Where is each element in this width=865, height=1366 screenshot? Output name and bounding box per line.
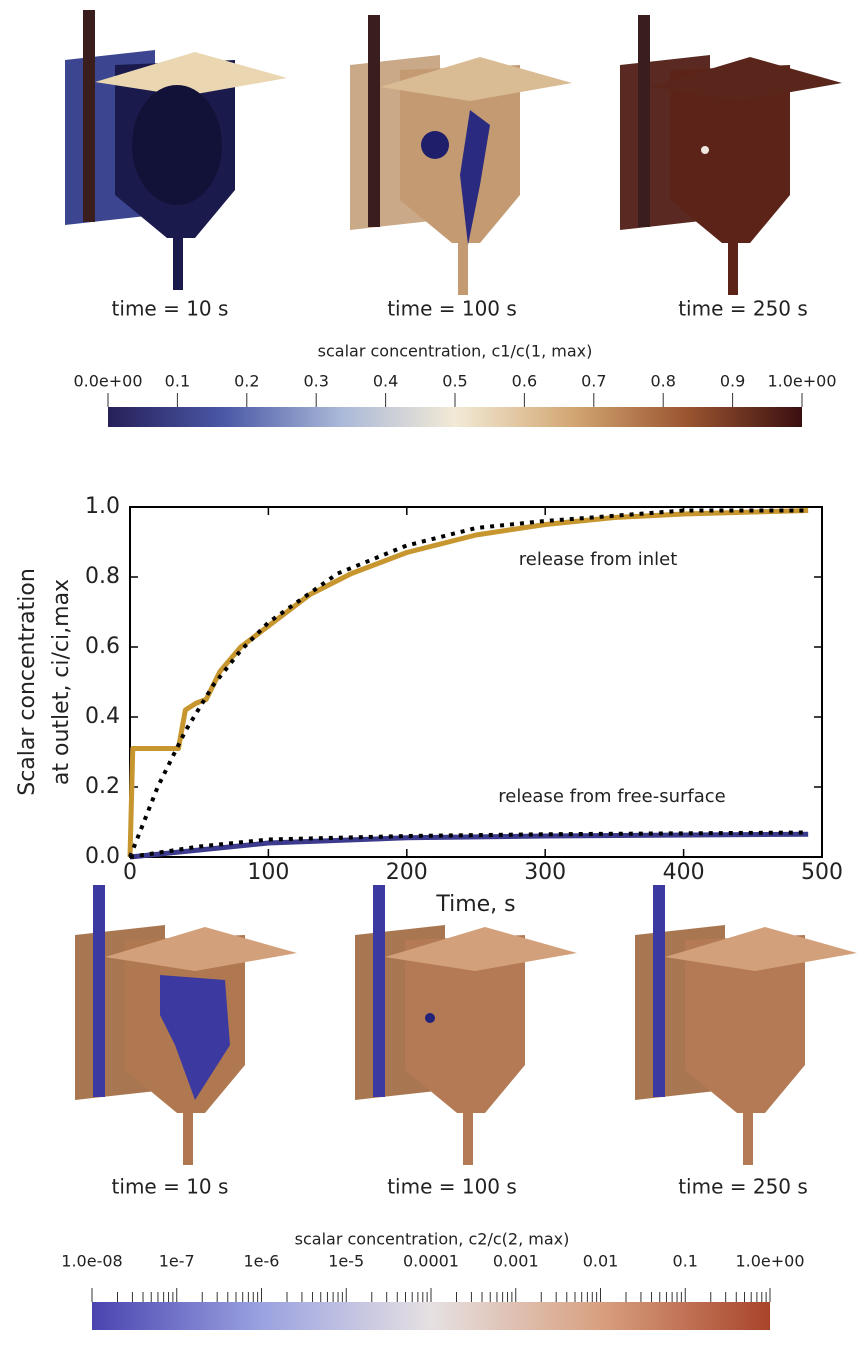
y-tick-label: 0.2 [85, 774, 120, 799]
annotation: release from free-surface [498, 786, 725, 807]
y-tick-label: 0.4 [85, 704, 120, 729]
time-label: time = 100 s [387, 1175, 517, 1199]
colorbar-tick-label: 1e-6 [244, 1252, 280, 1271]
colorbar-tick-label: 0.001 [493, 1252, 539, 1271]
annotation: release from inlet [519, 549, 678, 570]
x-tick-label: 200 [386, 860, 428, 885]
render-c1-10s [65, 10, 287, 290]
fit-line [129, 830, 809, 859]
plot-frame [129, 506, 823, 858]
x-tick-label: 0 [123, 860, 137, 885]
x-tick-label: 100 [247, 860, 289, 885]
data-line [127, 508, 809, 858]
colorbar-tick-label: 0.2 [234, 372, 259, 391]
y-tick-label: 0.6 [85, 634, 120, 659]
colorbar-tick-label: 0.5 [442, 372, 467, 391]
colorbar-tick-label: 1.0e-08 [61, 1252, 122, 1271]
data-line [129, 831, 809, 860]
colorbar-tick-label: 0.0e+00 [73, 372, 142, 391]
colorbar [108, 407, 802, 427]
colorbar-tick-label: 0.0001 [403, 1252, 459, 1271]
colorbar-tick-label: 0.8 [650, 372, 675, 391]
time-label: time = 10 s [112, 1175, 229, 1199]
render-c2-100s [355, 885, 577, 1165]
y-axis-label: Scalar concentration [15, 568, 40, 796]
x-tick-label: 500 [801, 860, 843, 885]
render-c1-250s [620, 15, 842, 295]
time-label: time = 10 s [112, 297, 229, 321]
colorbar-tick-label: 0.1 [673, 1252, 698, 1271]
y-tick-label: 0.0 [85, 844, 120, 869]
time-label: time = 250 s [678, 1175, 808, 1199]
colorbar-tick-label: 0.9 [720, 372, 745, 391]
time-label: time = 250 s [678, 297, 808, 321]
colorbar-tick-label: 1.0e+00 [735, 1252, 804, 1271]
render-c1-100s [350, 15, 572, 295]
colorbar-tick-label: 0.01 [583, 1252, 619, 1271]
y-tick-label: 1.0 [85, 494, 120, 519]
render-c2-10s [75, 885, 297, 1165]
colorbar-title: scalar concentration, c1/c(1, max) [318, 342, 593, 361]
colorbar-tick-label: 1.0e+00 [767, 372, 836, 391]
colorbar-tick-label: 1e-5 [328, 1252, 364, 1271]
colorbar [92, 1302, 770, 1330]
colorbar-tick-label: 1e-7 [159, 1252, 195, 1271]
y-axis-label: at outlet, ci/ci,max [49, 579, 74, 785]
x-tick-label: 300 [524, 860, 566, 885]
colorbar-tick-label: 0.6 [512, 372, 537, 391]
colorbar-tick-label: 0.1 [165, 372, 190, 391]
colorbar-tick-label: 0.7 [581, 372, 606, 391]
x-tick-label: 400 [663, 860, 705, 885]
colorbar-title: scalar concentration, c2/c(2, max) [295, 1230, 570, 1249]
time-label: time = 100 s [387, 297, 517, 321]
render-c2-250s [635, 885, 857, 1165]
x-axis-label: Time, s [435, 892, 515, 917]
y-tick-label: 0.8 [85, 564, 120, 589]
colorbar-tick-label: 0.4 [373, 372, 398, 391]
colorbar-tick-label: 0.3 [303, 372, 328, 391]
